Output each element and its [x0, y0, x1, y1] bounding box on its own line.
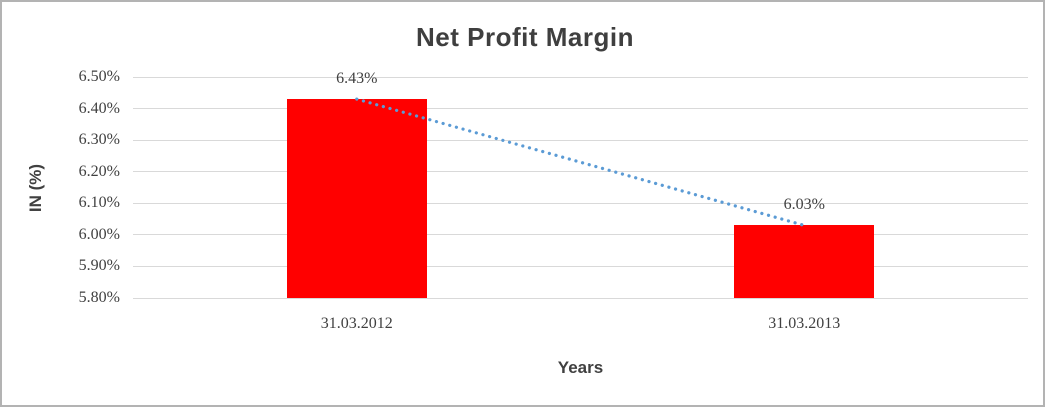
y-axis-tick-label: 6.40% [78, 99, 120, 117]
y-axis-tick-label: 6.20% [78, 162, 120, 180]
gridline [133, 139, 1028, 141]
gridline [133, 76, 1028, 78]
gridline [133, 297, 1028, 299]
y-axis-tick-label: 6.10% [78, 194, 120, 212]
x-axis-title: Years [557, 358, 604, 377]
y-axis-tick-label: 6.30% [78, 131, 120, 149]
x-axis-tick-label: 31.03.2013 [768, 315, 841, 332]
chart-title: Net Profit Margin [416, 22, 634, 52]
gridline [133, 108, 1028, 110]
gridline [133, 265, 1028, 267]
x-axis-tick-label: 31.03.2012 [320, 315, 393, 332]
gridline [133, 202, 1028, 204]
bar-31.03.2012 [286, 99, 427, 298]
gridline [133, 171, 1028, 173]
y-axis-tick-label: 6.50% [78, 68, 120, 85]
y-axis-tick-label: 5.80% [78, 289, 120, 306]
y-axis-tick-label: 5.90% [78, 257, 120, 275]
bar-data-label: 6.03% [783, 196, 825, 214]
bar-data-label: 6.43% [336, 70, 378, 88]
y-axis-tick-label: 6.00% [78, 225, 120, 243]
gridline [133, 234, 1028, 236]
bar-31.03.2013 [734, 225, 875, 298]
